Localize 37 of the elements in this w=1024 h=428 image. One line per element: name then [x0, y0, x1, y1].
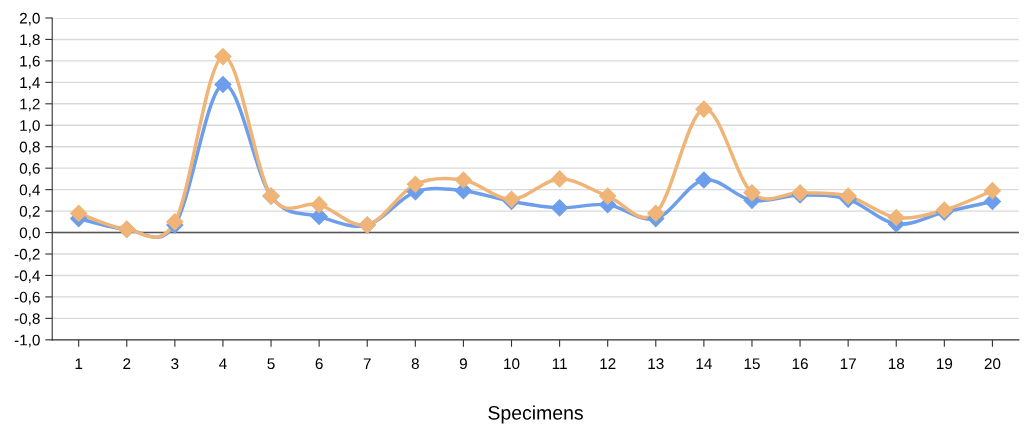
x-tick-label: 12	[600, 358, 616, 369]
y-tick-label: 0,8	[19, 141, 40, 155]
x-tick-label: 19	[937, 358, 953, 370]
x-tick-label: 17	[840, 358, 856, 369]
y-tick-label: -1,0	[14, 334, 40, 348]
y-tick-label: -0,8	[14, 313, 40, 326]
y-tick-label: 0,6	[19, 163, 40, 176]
y-tick-label: 0,0	[19, 227, 40, 241]
x-tick-label: 1	[75, 358, 83, 369]
x-tick-label: 4	[219, 358, 227, 369]
x-tick-label: 9	[459, 358, 467, 370]
x-tick-label: 13	[648, 358, 664, 370]
x-tick-label: 14	[696, 358, 712, 369]
x-tick-label: 18	[888, 358, 905, 370]
x-tick-label: 2	[123, 358, 131, 369]
y-tick-label: 1,4	[20, 77, 40, 90]
x-tick-label: 8	[411, 358, 419, 370]
y-tick-label: 1,6	[20, 55, 40, 69]
x-tick-label: 5	[267, 358, 275, 370]
y-tick-label: 1,0	[20, 120, 40, 133]
x-tick-label: 20	[984, 358, 1001, 370]
y-tick-label: 1,8	[20, 34, 40, 47]
y-tick-label: 0,2	[19, 205, 40, 219]
y-tick-label: 0,4	[19, 184, 40, 198]
x-tick-label: 16	[792, 358, 808, 370]
x-tick-label: 7	[363, 358, 371, 369]
x-tick-label: 3	[171, 358, 179, 370]
y-tick-label: 2,0	[19, 12, 40, 26]
y-tick-label: 1,2	[20, 98, 40, 112]
x-tick-label: 11	[552, 358, 567, 369]
x-tick-label: 15	[744, 358, 760, 370]
x-tick-label: 10	[504, 358, 520, 370]
y-tick-label: -0,6	[14, 291, 40, 305]
y-tick-label: -0,2	[14, 248, 40, 262]
x-axis-title: Specimens	[488, 405, 583, 424]
y-tick-label: -0,4	[14, 270, 40, 283]
x-tick-label: 6	[315, 358, 323, 370]
